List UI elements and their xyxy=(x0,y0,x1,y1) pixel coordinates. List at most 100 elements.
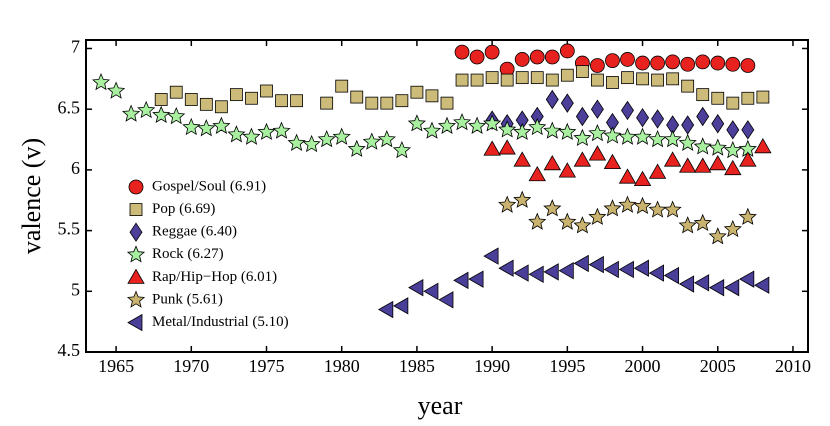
x-tick-label: 1975 xyxy=(249,356,285,376)
point xyxy=(636,107,650,128)
point xyxy=(468,270,484,288)
point xyxy=(380,96,394,110)
point xyxy=(726,96,740,110)
point xyxy=(678,133,697,151)
legend-label: Punk (5.61) xyxy=(152,291,223,307)
point xyxy=(635,55,650,71)
point xyxy=(723,278,740,297)
point xyxy=(199,97,213,111)
point xyxy=(543,263,559,281)
point xyxy=(588,255,604,274)
point xyxy=(469,49,485,65)
point xyxy=(544,49,560,65)
point xyxy=(739,270,755,288)
point xyxy=(648,200,667,218)
point xyxy=(663,266,680,285)
point xyxy=(483,247,499,265)
point xyxy=(320,96,334,110)
point xyxy=(365,96,379,110)
point xyxy=(560,68,574,82)
point xyxy=(651,73,664,87)
point xyxy=(245,91,258,105)
point xyxy=(621,71,634,85)
point xyxy=(528,165,546,182)
point xyxy=(377,129,396,148)
point xyxy=(590,99,604,119)
point xyxy=(708,138,727,156)
point xyxy=(528,117,547,136)
point xyxy=(633,196,652,215)
point xyxy=(739,151,757,167)
point xyxy=(588,207,607,225)
point xyxy=(603,153,622,170)
point xyxy=(709,155,727,171)
point xyxy=(423,282,439,300)
point xyxy=(754,138,772,154)
point xyxy=(678,275,695,293)
point xyxy=(618,127,637,145)
point xyxy=(302,134,321,153)
point xyxy=(528,212,547,230)
point xyxy=(693,137,712,155)
point xyxy=(603,199,622,217)
point xyxy=(708,278,725,297)
point xyxy=(738,207,757,225)
point xyxy=(558,212,577,230)
point xyxy=(378,300,394,319)
point xyxy=(741,120,755,140)
point xyxy=(154,93,168,106)
point xyxy=(558,261,574,280)
point xyxy=(650,55,665,71)
point xyxy=(227,125,246,143)
point xyxy=(573,254,589,273)
point xyxy=(648,129,667,148)
point xyxy=(558,122,577,140)
point xyxy=(618,195,637,213)
point xyxy=(408,278,424,297)
legend-marker xyxy=(128,179,144,195)
point xyxy=(605,53,620,69)
point xyxy=(438,291,454,309)
point xyxy=(393,297,409,315)
point xyxy=(543,199,562,217)
point xyxy=(410,85,424,99)
point xyxy=(184,93,198,106)
point xyxy=(665,54,681,70)
point xyxy=(347,139,366,157)
point xyxy=(483,140,501,156)
point xyxy=(678,216,697,234)
point xyxy=(681,79,695,93)
point xyxy=(453,271,469,290)
point xyxy=(558,162,577,178)
point xyxy=(455,73,469,87)
point xyxy=(559,43,575,59)
point xyxy=(621,100,634,121)
point xyxy=(362,132,381,150)
point xyxy=(663,200,682,218)
x-tick-label: 2000 xyxy=(625,356,661,376)
point xyxy=(182,117,201,136)
point xyxy=(754,276,770,294)
point xyxy=(648,264,664,282)
legend-label: Gospel/Soul (6.91) xyxy=(152,178,266,194)
point xyxy=(741,91,755,105)
point xyxy=(711,114,725,134)
point xyxy=(230,88,243,102)
point xyxy=(395,94,409,108)
y-tick-label: 6 xyxy=(71,158,80,178)
point xyxy=(711,91,725,105)
point xyxy=(290,94,303,108)
point xyxy=(350,90,364,104)
point xyxy=(543,121,562,139)
point xyxy=(498,139,516,155)
point xyxy=(317,129,336,148)
point xyxy=(588,145,607,161)
point xyxy=(696,106,710,127)
point xyxy=(620,52,635,67)
point xyxy=(575,65,589,78)
point xyxy=(332,127,351,145)
point xyxy=(275,94,288,108)
point xyxy=(242,127,261,145)
plot-frame xyxy=(85,39,809,353)
point xyxy=(681,115,695,135)
